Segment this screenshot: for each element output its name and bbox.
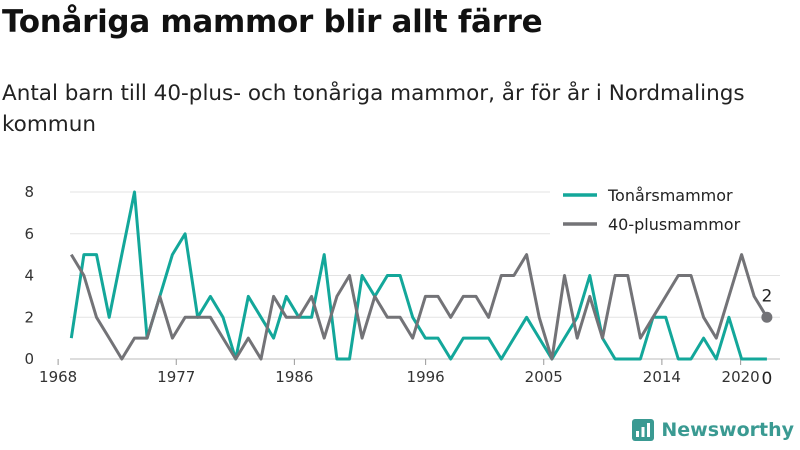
y-tick-label: 4: [24, 267, 34, 285]
newsworthy-logo[interactable]: Newsworthy: [631, 418, 794, 442]
x-tick-label: 1996: [407, 368, 445, 386]
legend-label: 40-plusmammor: [608, 215, 741, 234]
x-tick-label: 2014: [643, 368, 681, 386]
series-lines: 02: [69, 190, 773, 389]
series-line-40-plusmammor: [70, 253, 769, 361]
y-tick-label: 0: [24, 350, 34, 368]
x-tick-label: 2005: [525, 368, 563, 386]
y-tick-label: 6: [24, 225, 34, 243]
x-tick-label: 1977: [157, 368, 195, 386]
bar-chart-logo-icon: [632, 419, 655, 441]
chart-title: Tonåriga mammor blir allt färre: [2, 4, 543, 40]
x-tick-label: 2020: [722, 368, 760, 386]
x-tick-label: 1968: [39, 368, 77, 386]
y-tick-label: 8: [24, 183, 34, 201]
series-line-tonarsmammor: [69, 190, 767, 361]
legend-box: [550, 175, 782, 243]
end-value-label: 0: [761, 369, 772, 389]
legend-label: Tonårsmammor: [607, 186, 733, 205]
end-point-dot: [761, 311, 773, 323]
logo-text: Newsworthy: [661, 419, 794, 441]
end-value-label: 2: [761, 286, 772, 306]
chart-subtitle: Antal barn till 40-plus- och tonåriga ma…: [2, 81, 745, 137]
legend: Tonårsmammor 40-plusmammor: [550, 175, 782, 243]
y-tick-label: 2: [24, 308, 34, 326]
x-tick-label: 1986: [275, 368, 313, 386]
